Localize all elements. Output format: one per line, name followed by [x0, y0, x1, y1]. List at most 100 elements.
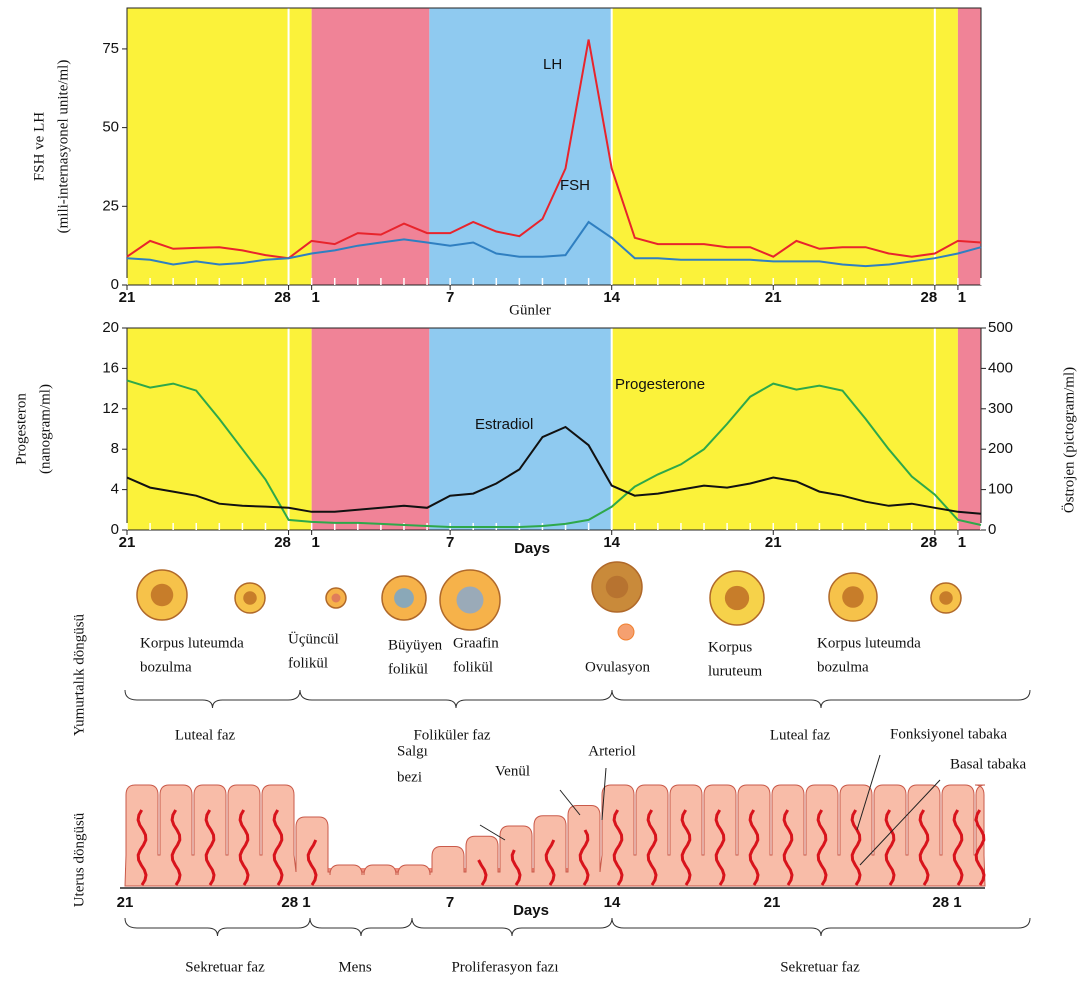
- uterus-axis-title: Days: [513, 902, 549, 919]
- x-axis-label: Days: [514, 540, 550, 557]
- x-tick-label: 14: [603, 289, 620, 306]
- x-tick-label: 1: [311, 289, 319, 306]
- uterus-title: Uterus döngüsü: [71, 812, 87, 907]
- y-axis-label: (mili-internasyonel unite/ml): [55, 60, 71, 234]
- phase-band: [429, 8, 611, 285]
- series-label: Progesterone: [615, 376, 705, 393]
- y2-tick-label: 500: [988, 319, 1013, 336]
- cycle-brace: [612, 918, 1030, 936]
- y-tick-label: 0: [111, 276, 119, 293]
- ovary-core: [939, 591, 953, 605]
- y-tick-label: 4: [111, 481, 119, 498]
- ovary-core: [606, 576, 629, 599]
- ovary-core: [842, 586, 864, 608]
- ovary-core: [243, 591, 257, 605]
- series-label: LH: [543, 56, 562, 73]
- ovary-label: folikül: [288, 655, 328, 671]
- x-tick-label: 7: [446, 534, 454, 551]
- ovary-phase: Luteal faz: [175, 727, 236, 743]
- x-tick-label: 21: [765, 289, 782, 306]
- uterus-label: Basal tabaka: [950, 756, 1027, 772]
- x-tick-label: 1: [958, 289, 966, 306]
- ovary-core: [725, 586, 749, 610]
- phase-brace: [300, 690, 612, 708]
- uterus-axis-label: 28 1: [281, 894, 310, 911]
- y-tick-label: 50: [102, 119, 119, 136]
- phase-brace: [612, 690, 1030, 708]
- y2-axis-label: Östrojen (pictogram/ml): [1060, 367, 1077, 513]
- x-tick-label: 21: [765, 534, 782, 551]
- page: {"chart_data": [ {"type": "line", "ylabe…: [0, 0, 1092, 994]
- ovary-label: bozulma: [140, 659, 192, 675]
- x-tick-label: 28: [920, 289, 937, 306]
- ovary-core: [151, 584, 174, 607]
- y-axis-label: (nanogram/ml): [37, 384, 53, 474]
- y2-tick-label: 200: [988, 440, 1013, 457]
- uterus-axis-label: 7: [446, 894, 454, 911]
- y-axis-label: FSH ve LH: [31, 112, 47, 181]
- ovary-phase: Luteal faz: [770, 727, 831, 743]
- x-tick-label: 28: [920, 534, 937, 551]
- uterus-phase: Proliferasyon fazı: [451, 959, 558, 975]
- uterus-label: Arteriol: [588, 743, 635, 759]
- figure: 2128171421281Günler0255075FSH ve LH(mili…: [0, 0, 1092, 994]
- series-label: Estradiol: [475, 416, 533, 433]
- uterus-phase: Sekretuar faz: [780, 959, 860, 975]
- ovary-label: Korpus: [708, 639, 752, 655]
- y-tick-label: 8: [111, 440, 119, 457]
- x-tick-label: 14: [603, 534, 620, 551]
- y-tick-label: 75: [102, 40, 119, 57]
- y-axis-label: Progesteron: [13, 393, 29, 465]
- ovary-label: Büyüyen: [388, 637, 443, 653]
- uterus-label: Fonksiyonel tabaka: [890, 726, 1007, 742]
- phase-band: [127, 328, 312, 530]
- uterus-phase: Mens: [338, 959, 371, 975]
- phase-band: [958, 8, 981, 285]
- ovary-label: Üçüncül: [288, 630, 339, 647]
- phase-brace: [125, 690, 300, 708]
- uterus-axis-label: 14: [604, 894, 621, 911]
- uterus-label: bezi: [397, 769, 422, 785]
- y-tick-label: 20: [102, 319, 119, 336]
- y2-tick-label: 100: [988, 481, 1013, 498]
- x-tick-label: 1: [311, 534, 319, 551]
- ovary-title: Yumurtalık döngüsü: [71, 613, 87, 736]
- cycle-brace: [412, 918, 612, 936]
- ovary-phase: Foliküler faz: [413, 727, 490, 743]
- phase-band: [958, 328, 981, 530]
- ovary-label: luruteum: [708, 663, 762, 679]
- x-tick-label: 28: [274, 534, 291, 551]
- uterus-axis-label: 21: [764, 894, 781, 911]
- y-tick-label: 0: [111, 521, 119, 538]
- ovary-label: Graafin: [453, 635, 499, 651]
- uterus-label: Salgı: [397, 743, 428, 759]
- ovary-core: [457, 587, 484, 614]
- uterus-axis-label: 28 1: [932, 894, 961, 911]
- cycle-brace: [310, 918, 412, 936]
- ovary-core: [394, 588, 414, 608]
- ovary-core: [332, 594, 341, 603]
- y2-tick-label: 400: [988, 359, 1013, 376]
- ovary-label: Ovulasyon: [585, 659, 650, 675]
- cycle-brace: [125, 918, 310, 936]
- endometrium: [125, 785, 985, 886]
- x-tick-label: 21: [119, 534, 136, 551]
- uterus-axis-label: 21: [117, 894, 134, 911]
- y2-tick-label: 0: [988, 521, 996, 538]
- x-tick-label: 1: [958, 534, 966, 551]
- ovary-label: Korpus luteumda: [140, 635, 244, 651]
- y2-tick-label: 300: [988, 400, 1013, 417]
- x-tick-label: 21: [119, 289, 136, 306]
- uterus-phase: Sekretuar faz: [185, 959, 265, 975]
- y-tick-label: 25: [102, 197, 119, 214]
- series-label: FSH: [560, 177, 590, 194]
- y-tick-label: 12: [102, 400, 119, 417]
- ovary-label: bozulma: [817, 659, 869, 675]
- phase-band: [612, 328, 958, 530]
- phase-band: [312, 328, 430, 530]
- x-tick-label: 7: [446, 289, 454, 306]
- ovary-label: folikül: [453, 659, 493, 675]
- y-tick-label: 16: [102, 359, 119, 376]
- ovary-label: Korpus luteumda: [817, 635, 921, 651]
- ovary-label: folikül: [388, 661, 428, 677]
